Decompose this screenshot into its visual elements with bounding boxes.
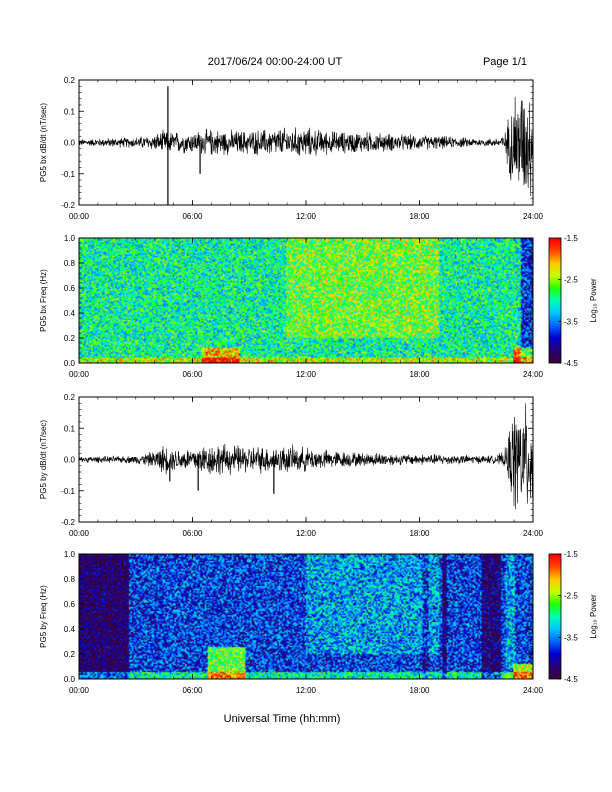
y-tick-label: 0.0 (64, 139, 76, 148)
plot-frame (78, 396, 534, 523)
y-tick-label: 0.4 (64, 625, 76, 634)
x-tick-label: 06:00 (182, 529, 203, 538)
colorbar-tick-label: -1.5 (564, 550, 578, 559)
colorbar-label: Log₁₀ Power (589, 278, 598, 323)
y-tick-label: 0.1 (64, 424, 76, 433)
y-tick-label: -0.2 (61, 201, 75, 210)
colorbar-gradient (549, 238, 561, 363)
colorbar-tick-label: -3.5 (564, 633, 578, 642)
y-tick-label: 0.2 (64, 76, 76, 85)
y-tick-label: -0.1 (61, 487, 75, 496)
colorbar-gradient (549, 554, 561, 679)
x-tick-label: 00:00 (69, 212, 90, 221)
figure-title: 2017/06/24 00:00-24:00 UT (208, 56, 343, 68)
y-axis-label: PG5 bx Freq (Hz) (39, 269, 48, 332)
colorbar-tick-label: -2.5 (564, 592, 578, 601)
y-axis-label: PG5 by dB/dt (nT/sec) (39, 420, 48, 499)
y-tick-label: 0.2 (64, 334, 76, 343)
x-tick-label: 18:00 (409, 529, 430, 538)
x-tick-label: 12:00 (296, 686, 317, 695)
y-tick-label: 0.0 (64, 675, 76, 684)
series-line (79, 403, 533, 510)
waveform-bx_waveform (79, 86, 533, 205)
y-tick-label: 0.2 (64, 650, 76, 659)
y-tick-label: 0.2 (64, 393, 76, 402)
panel-by_waveform: -0.2 -0.1 0.0 0.1 0.2 00:00 06:00 12:00 18:00 24:… (39, 393, 544, 538)
x-tick-label: 06:00 (182, 686, 203, 695)
colorbar-frame (548, 553, 562, 680)
x-axis-label: Universal Time (hh:mm) (224, 713, 341, 725)
y-tick-label: 0.6 (64, 600, 76, 609)
x-tick-label: 18:00 (409, 370, 430, 379)
heatmap-bx_spectrogram (79, 238, 533, 363)
x-tick-label: 06:00 (182, 212, 203, 221)
colorbar-by_spectrogram: -4.5 -3.5 -2.5 -1.5 Log₁₀ Power (548, 550, 598, 684)
y-tick-label: 0.8 (64, 575, 76, 584)
x-tick-label: 24:00 (523, 529, 544, 538)
plot-frame (78, 553, 534, 680)
panel-bx_spectrogram: 0.0 0.2 0.4 0.6 0.8 1.0 00:00 06:00 12:00 18:00 24… (39, 234, 544, 379)
colorbar-tick-label: -2.5 (564, 276, 578, 285)
x-tick-label: 00:00 (69, 529, 90, 538)
y-tick-label: 0.0 (64, 456, 76, 465)
y-tick-label: 0.4 (64, 309, 76, 318)
colorbar-frame (548, 237, 562, 364)
x-tick-label: 06:00 (182, 370, 203, 379)
colorbar-tick-label: -1.5 (564, 234, 578, 243)
x-tick-label: 18:00 (409, 686, 430, 695)
colorbar-tick-label: -3.5 (564, 317, 578, 326)
panels: -0.2 -0.1 0.0 0.1 0.2 00:00 06:00 12:00 18:00 24:… (39, 76, 598, 695)
y-axis-label: PG5 bx dB/dt (nT/sec) (39, 103, 48, 182)
series-line (79, 97, 533, 196)
y-tick-label: 0.8 (64, 259, 76, 268)
y-tick-label: 1.0 (64, 550, 76, 559)
y-tick-label: -0.2 (61, 518, 75, 527)
panel-by_spectrogram: 0.0 0.2 0.4 0.6 0.8 1.0 00:00 06:00 12:00 18:00 24… (39, 550, 544, 695)
colorbar-bx_spectrogram: -4.5 -3.5 -2.5 -1.5 Log₁₀ Power (548, 234, 598, 368)
colorbar-tick-label: -4.5 (564, 359, 578, 368)
plot-frame (78, 237, 534, 364)
plot-frame (78, 79, 534, 206)
x-tick-label: 00:00 (69, 370, 90, 379)
heatmap-by_spectrogram (79, 554, 533, 679)
y-axis-label: PG5 by Freq (Hz) (39, 585, 48, 648)
colorbar-tick-label: -4.5 (564, 675, 578, 684)
spectrogram-image (79, 554, 533, 679)
x-tick-label: 12:00 (296, 529, 317, 538)
x-tick-label: 00:00 (69, 686, 90, 695)
x-tick-label: 12:00 (296, 212, 317, 221)
y-tick-label: 0.1 (64, 107, 76, 116)
y-tick-label: 0.6 (64, 284, 76, 293)
x-tick-label: 24:00 (523, 686, 544, 695)
y-tick-label: 0.0 (64, 359, 76, 368)
page-indicator: Page 1/1 (483, 56, 527, 68)
spectrogram-image (79, 238, 533, 363)
x-tick-label: 18:00 (409, 212, 430, 221)
x-tick-label: 24:00 (523, 212, 544, 221)
x-tick-label: 24:00 (523, 370, 544, 379)
y-tick-label: -0.1 (61, 170, 75, 179)
y-tick-label: 1.0 (64, 234, 76, 243)
panel-bx_waveform: -0.2 -0.1 0.0 0.1 0.2 00:00 06:00 12:00 18:00 24:… (39, 76, 544, 221)
x-tick-label: 12:00 (296, 370, 317, 379)
waveform-by_waveform (79, 403, 533, 510)
colorbar-label: Log₁₀ Power (589, 594, 598, 639)
